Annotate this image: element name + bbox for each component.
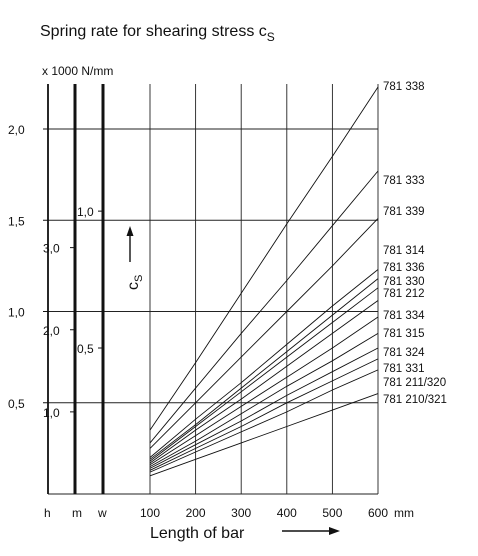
chart-title-subscript: S xyxy=(267,30,275,44)
cs-axis-label: cS xyxy=(125,275,145,290)
scale-label-h-0: 0,5 xyxy=(8,397,25,411)
series-label-12: 781 210/321 xyxy=(383,394,447,406)
series-line-6 xyxy=(149,300,379,464)
scale-label-m-0: 1,0 xyxy=(43,406,60,420)
unit-label: x 1000 N/mm xyxy=(42,64,113,78)
series-line-0 xyxy=(149,86,379,431)
scale-label-h-3: 2,0 xyxy=(8,123,25,137)
scale-name-w: w xyxy=(97,506,107,520)
series-line-10 xyxy=(149,358,379,471)
series-lines xyxy=(149,86,379,477)
cs-label-subscript: S xyxy=(133,275,145,282)
series-label-9: 781 324 xyxy=(383,347,425,359)
series-label-1: 781 333 xyxy=(383,175,425,187)
x-unit-label: mm xyxy=(394,506,414,520)
series-label-3: 781 314 xyxy=(383,245,425,257)
chart-title: Spring rate for shearing stress cS xyxy=(40,23,275,44)
scale-label-h-1: 1,0 xyxy=(8,306,25,320)
scale-label-m-2: 3,0 xyxy=(43,242,60,256)
x-tick-label-1: 200 xyxy=(186,506,206,520)
scale-name-h: h xyxy=(44,506,51,520)
x-axis-title: Length of bar xyxy=(150,525,245,542)
cs-label-main: c xyxy=(125,282,142,290)
series-label-2: 781 339 xyxy=(383,206,425,218)
x-axis-arrow xyxy=(282,527,340,535)
series-label-5: 781 330 xyxy=(383,276,425,288)
cs-label: cS xyxy=(125,275,145,290)
chart-title-main: Spring rate for shearing stress c xyxy=(40,23,267,40)
series-label-4: 781 336 xyxy=(383,262,425,274)
series-line-2 xyxy=(149,218,379,449)
scale-label-m-1: 2,0 xyxy=(43,324,60,338)
scale-label-w-1: 1,0 xyxy=(77,205,94,219)
series-label-6: 781 212 xyxy=(383,288,425,300)
scale-columns: h 0,5 1,0 1,5 2,0 m 1,0 2,0 3,0 w 0,5 1,0 xyxy=(8,84,107,520)
series-label-8: 781 315 xyxy=(383,328,425,340)
series-label-10: 781 331 xyxy=(383,363,425,375)
grid xyxy=(48,84,379,495)
series-label-11: 781 211/320 xyxy=(383,377,446,389)
series-labels: 781 338 781 333 781 339 781 314 781 336 781 3… xyxy=(383,81,447,406)
scale-label-h-2: 1,5 xyxy=(8,214,25,228)
scale-name-m: m xyxy=(72,506,82,520)
x-tick-label-3: 400 xyxy=(277,506,297,520)
x-tick-label-5: 600 xyxy=(368,506,388,520)
series-label-7: 781 334 xyxy=(383,310,425,322)
x-tick-labels: 100 200 300 400 500 600 mm xyxy=(140,506,414,520)
series-line-9 xyxy=(149,347,379,469)
series-line-5 xyxy=(149,287,379,462)
series-line-11 xyxy=(149,369,379,473)
series-line-7 xyxy=(149,316,379,466)
series-line-8 xyxy=(149,333,379,467)
series-line-1 xyxy=(149,170,379,444)
series-line-4 xyxy=(149,278,379,460)
x-tick-label-0: 100 xyxy=(140,506,160,520)
x-tick-label-2: 300 xyxy=(231,506,251,520)
scale-label-w-0: 0,5 xyxy=(77,342,94,356)
x-tick-label-4: 500 xyxy=(322,506,342,520)
series-label-0: 781 338 xyxy=(383,81,425,93)
series-line-3 xyxy=(149,269,379,458)
series-line-12 xyxy=(149,393,379,477)
cs-arrow xyxy=(126,226,134,262)
